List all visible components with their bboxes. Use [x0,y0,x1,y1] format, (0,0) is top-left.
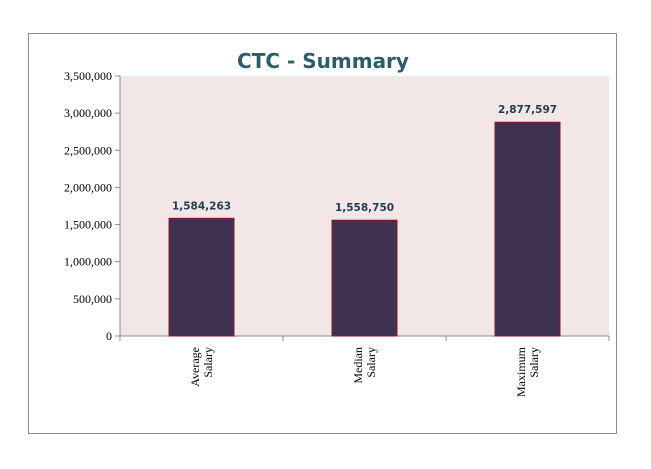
x-tick-label-line: Salary [527,347,541,378]
x-tick-label: Median Salary [351,347,378,384]
y-tick-label: 1,000,000 [64,255,112,269]
x-tick-label-line: Median [351,347,365,384]
y-axis: 0 500,000 1,000,000 1,500,000 2,000,000 2,500… [64,69,121,343]
bar [494,121,561,337]
bar [168,217,235,337]
chart-title: CTC - Summary [237,49,409,73]
x-tick-label-line: Salary [201,347,215,378]
y-tick-label: 2,500,000 [64,143,112,157]
x-axis: Average Salary Median Salary Maximum Salary [119,335,610,397]
bars-group [168,121,561,337]
y-tick-label: 0 [106,329,112,343]
y-tick-label: 3,000,000 [64,106,112,120]
x-tick-label-line: Average [188,347,202,387]
data-label: 1,558,750 [335,202,394,214]
y-tick-label: 500,000 [73,292,112,306]
y-tick-label: 3,500,000 [64,69,112,83]
data-label: 1,584,263 [172,200,231,212]
y-tick-label: 1,500,000 [64,218,112,232]
x-tick-label: Average Salary [188,347,215,387]
x-tick-label: Maximum Salary [514,346,541,397]
bar [331,219,398,337]
data-label: 2,877,597 [498,104,557,116]
data-labels-group: 1,584,263 1,558,750 2,877,597 [172,104,557,214]
chart-frame: CTC - Summary 0 500,000 1,000,000 1,500,000… [28,33,617,434]
bar-chart: CTC - Summary 0 500,000 1,000,000 1,500,000… [64,49,610,397]
y-tick-label: 2,000,000 [64,180,112,194]
x-tick-label-line: Maximum [514,346,528,397]
x-tick-label-line: Salary [364,347,378,378]
